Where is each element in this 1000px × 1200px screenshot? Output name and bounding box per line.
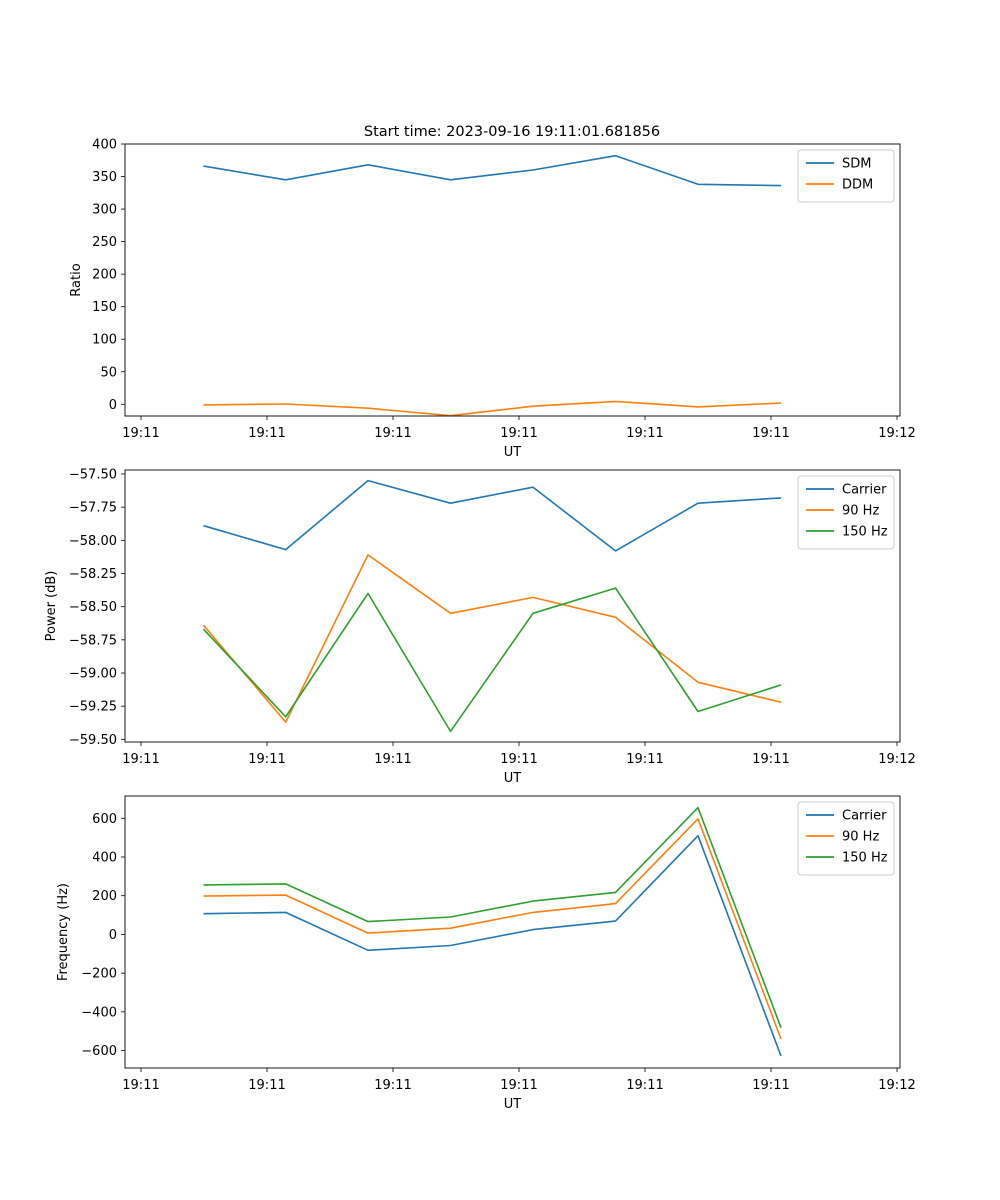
x-tick-label: 19:11 bbox=[122, 426, 159, 441]
x-tick-label: 19:11 bbox=[248, 1078, 285, 1093]
x-tick-label: 19:11 bbox=[752, 1078, 789, 1093]
y-tick-label: 100 bbox=[92, 333, 117, 348]
legend: SDM DDM bbox=[797, 149, 895, 203]
legend-label: 90 Hz bbox=[842, 504, 879, 519]
series-line-ddm bbox=[203, 400, 782, 417]
y-tick-label: −57.50 bbox=[69, 467, 117, 482]
x-tick-label: 19:11 bbox=[374, 1078, 411, 1093]
y-axis-label: Ratio bbox=[69, 263, 84, 296]
legend: Carrier 90 Hz 150 Hz bbox=[797, 801, 895, 876]
x-tick-label: 19:12 bbox=[878, 426, 915, 441]
x-tick-label: 19:11 bbox=[752, 426, 789, 441]
subplots: 0 50 100 150 200 250 300 350 400 19:11 19:11 19:11 1… bbox=[44, 138, 916, 1113]
y-axis-label: Power (dB) bbox=[44, 571, 59, 642]
series-line-carrier bbox=[203, 834, 782, 1057]
legend-label: 150 Hz bbox=[842, 525, 888, 540]
x-axis-label: UT bbox=[504, 771, 522, 786]
series-line-150-hz bbox=[202, 587, 782, 733]
figure-title: Start time: 2023-09-16 19:11:01.681856 bbox=[364, 124, 660, 140]
axes-frame bbox=[124, 143, 901, 417]
x-tick-label: 19:12 bbox=[878, 1078, 915, 1093]
y-tick-label: 600 bbox=[92, 812, 117, 827]
legend: Carrier 90 Hz 150 Hz bbox=[797, 475, 895, 550]
x-tick-label: 19:11 bbox=[752, 752, 789, 767]
x-tick-label: 19:11 bbox=[626, 1078, 663, 1093]
y-tick-label: −59.25 bbox=[69, 700, 117, 715]
legend-label: 90 Hz bbox=[842, 830, 879, 845]
legend-label: DDM bbox=[842, 178, 873, 193]
y-tick-label: 250 bbox=[92, 235, 117, 250]
x-tick-label: 19:11 bbox=[248, 752, 285, 767]
x-tick-label: 19:11 bbox=[500, 426, 537, 441]
y-tick-label: −200 bbox=[81, 967, 117, 982]
legend-label: Carrier bbox=[842, 809, 887, 824]
series-line-carrier bbox=[203, 479, 782, 552]
y-tick-label: −58.75 bbox=[69, 633, 117, 648]
legend-label: Carrier bbox=[842, 483, 887, 498]
subplot-3: −600 −400 −200 0 200 400 600 19:11 19:11 19:11 19:… bbox=[56, 795, 916, 1112]
y-tick-label: 50 bbox=[100, 365, 117, 380]
series-line-90-hz bbox=[203, 817, 782, 1040]
series-line-90-hz bbox=[202, 554, 782, 723]
y-tick-label: 400 bbox=[92, 138, 117, 153]
y-tick-label: −58.50 bbox=[69, 600, 117, 615]
y-tick-label: 300 bbox=[92, 203, 117, 218]
x-tick-label: 19:11 bbox=[500, 752, 537, 767]
y-tick-label: −600 bbox=[81, 1044, 117, 1059]
y-tick-label: 150 bbox=[92, 300, 117, 315]
y-axis-label: Frequency (Hz) bbox=[56, 883, 71, 981]
y-tick-label: 0 bbox=[109, 928, 117, 943]
y-tick-label: 400 bbox=[92, 850, 117, 865]
y-tick-label: −59.00 bbox=[69, 667, 117, 682]
x-axis-label: UT bbox=[504, 1097, 522, 1112]
x-tick-label: 19:11 bbox=[122, 752, 159, 767]
y-tick-label: 200 bbox=[92, 268, 117, 283]
subplot-1: 0 50 100 150 200 250 300 350 400 19:11 19:11 19:11 1… bbox=[69, 138, 916, 461]
y-tick-label: −59.50 bbox=[69, 733, 117, 748]
axes-frame bbox=[124, 469, 901, 743]
x-tick-label: 19:11 bbox=[626, 426, 663, 441]
y-tick-label: −57.75 bbox=[69, 501, 117, 516]
y-tick-label: −58.25 bbox=[69, 567, 117, 582]
x-tick-label: 19:12 bbox=[878, 752, 915, 767]
legend-label: SDM bbox=[842, 157, 871, 172]
x-tick-label: 19:11 bbox=[374, 426, 411, 441]
series-line-sdm bbox=[203, 154, 782, 187]
x-axis-label: UT bbox=[504, 445, 522, 460]
axes-frame bbox=[124, 795, 901, 1069]
legend-label: 150 Hz bbox=[842, 851, 888, 866]
y-tick-label: −400 bbox=[81, 1005, 117, 1020]
series-line-150-hz bbox=[203, 806, 782, 1028]
x-tick-label: 19:11 bbox=[626, 752, 663, 767]
y-tick-label: −58.00 bbox=[69, 534, 117, 549]
y-tick-label: 0 bbox=[109, 398, 117, 413]
subplot-2: −59.50 −59.25 −59.00 −58.75 −58.50 −58.25 −58.… bbox=[44, 467, 916, 786]
y-tick-label: 350 bbox=[92, 170, 117, 185]
x-tick-label: 19:11 bbox=[374, 752, 411, 767]
x-tick-label: 19:11 bbox=[248, 426, 285, 441]
x-tick-label: 19:11 bbox=[122, 1078, 159, 1093]
y-tick-label: 200 bbox=[92, 889, 117, 904]
x-tick-label: 19:11 bbox=[500, 1078, 537, 1093]
